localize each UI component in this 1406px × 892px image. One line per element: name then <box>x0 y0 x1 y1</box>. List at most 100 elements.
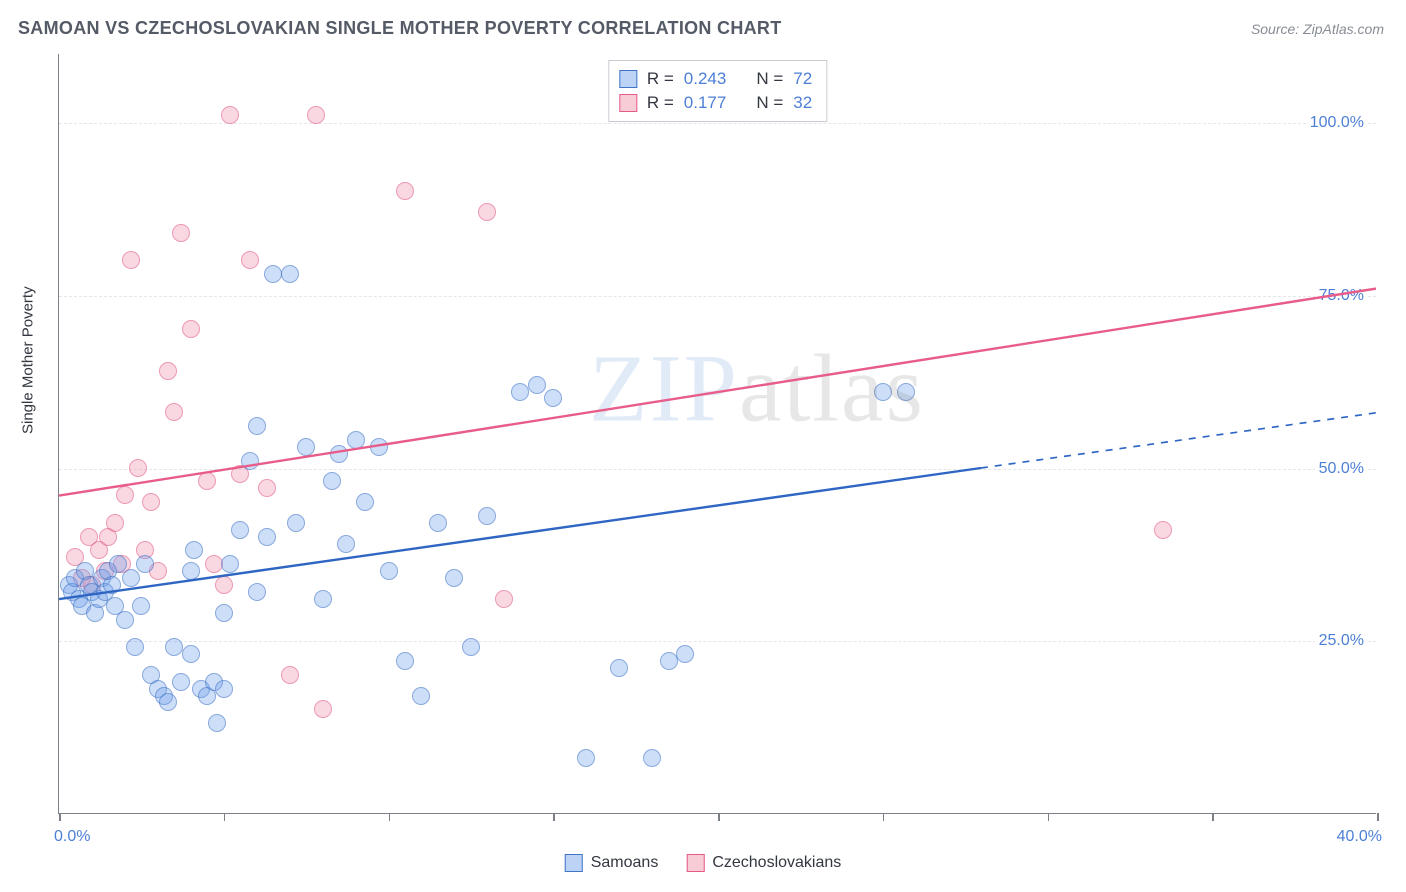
data-point <box>412 687 430 705</box>
data-point <box>676 645 694 663</box>
data-point <box>528 376 546 394</box>
x-tick <box>718 813 720 821</box>
watermark-zip: ZIP <box>589 334 739 441</box>
data-point <box>116 486 134 504</box>
legend-swatch <box>619 70 637 88</box>
data-point <box>248 583 266 601</box>
data-point <box>380 562 398 580</box>
data-point <box>205 555 223 573</box>
x-axis-label-min: 0.0% <box>54 828 90 846</box>
data-point <box>172 673 190 691</box>
data-point <box>122 569 140 587</box>
stat-n-value: 72 <box>793 67 812 91</box>
data-point <box>241 251 259 269</box>
data-point <box>116 611 134 629</box>
data-point <box>165 403 183 421</box>
data-point <box>643 749 661 767</box>
legend-item: Czechoslovakians <box>686 854 841 872</box>
stats-legend-box: R = 0.243 N = 72 R = 0.177 N = 32 <box>608 60 827 122</box>
data-point <box>241 452 259 470</box>
series-legend: Samoans Czechoslovakians <box>565 854 842 872</box>
data-point <box>462 638 480 656</box>
data-point <box>396 652 414 670</box>
x-tick <box>553 813 555 821</box>
data-point <box>1154 521 1172 539</box>
data-point <box>182 562 200 580</box>
data-point <box>429 514 447 532</box>
data-point <box>356 493 374 511</box>
data-point <box>258 479 276 497</box>
y-tick-label: 75.0% <box>1315 287 1368 305</box>
y-axis-title: Single Mother Poverty <box>20 286 37 434</box>
data-point <box>495 590 513 608</box>
data-point <box>208 714 226 732</box>
y-tick-label: 25.0% <box>1315 632 1368 650</box>
gridline <box>59 123 1376 124</box>
data-point <box>281 666 299 684</box>
y-tick-label: 50.0% <box>1315 460 1368 478</box>
stat-n-value: 32 <box>793 91 812 115</box>
data-point <box>182 320 200 338</box>
x-axis-label-max: 40.0% <box>1337 828 1382 846</box>
trend-line <box>59 468 981 599</box>
legend-label: Samoans <box>591 854 659 871</box>
data-point <box>370 438 388 456</box>
data-point <box>347 431 365 449</box>
stat-n-label: N = <box>756 67 783 91</box>
stat-r-label: R = <box>647 91 674 115</box>
data-point <box>281 265 299 283</box>
data-point <box>122 251 140 269</box>
data-point <box>314 700 332 718</box>
data-point <box>577 749 595 767</box>
gridline <box>59 641 1376 642</box>
data-point <box>258 528 276 546</box>
data-point <box>132 597 150 615</box>
gridline <box>59 296 1376 297</box>
x-tick <box>883 813 885 821</box>
data-point <box>314 590 332 608</box>
stat-r-value: 0.177 <box>684 91 727 115</box>
data-point <box>159 362 177 380</box>
data-point <box>231 521 249 539</box>
chart-title: SAMOAN VS CZECHOSLOVAKIAN SINGLE MOTHER … <box>18 18 782 39</box>
data-point <box>165 638 183 656</box>
legend-label: Czechoslovakians <box>712 854 841 871</box>
data-point <box>126 638 144 656</box>
data-point <box>330 445 348 463</box>
x-tick <box>224 813 226 821</box>
stat-r-value: 0.243 <box>684 67 727 91</box>
data-point <box>874 383 892 401</box>
data-point <box>142 493 160 511</box>
data-point <box>215 604 233 622</box>
source-prefix: Source: <box>1251 21 1303 37</box>
data-point <box>198 472 216 490</box>
legend-swatch <box>686 854 704 872</box>
data-point <box>221 106 239 124</box>
data-point <box>307 106 325 124</box>
x-tick <box>1377 813 1379 821</box>
data-point <box>172 224 190 242</box>
stat-r-label: R = <box>647 67 674 91</box>
data-point <box>136 555 154 573</box>
x-tick <box>59 813 61 821</box>
source-attribution: Source: ZipAtlas.com <box>1251 21 1384 37</box>
data-point <box>215 576 233 594</box>
x-tick <box>1212 813 1214 821</box>
data-point <box>264 265 282 283</box>
data-point <box>182 645 200 663</box>
data-point <box>159 693 177 711</box>
source-name: ZipAtlas.com <box>1303 21 1384 37</box>
plot-area: ZIPatlas R =0.243N =72R =0.177N =32 25.0… <box>58 54 1376 814</box>
stats-row: R = 0.243 N = 72 <box>619 67 812 91</box>
data-point <box>610 659 628 677</box>
data-point <box>221 555 239 573</box>
stat-n-label: N = <box>756 91 783 115</box>
data-point <box>248 417 266 435</box>
data-point <box>129 459 147 477</box>
data-point <box>103 576 121 594</box>
stats-row: R = 0.177 N = 32 <box>619 91 812 115</box>
data-point <box>544 389 562 407</box>
data-point <box>106 514 124 532</box>
data-point <box>478 203 496 221</box>
data-point <box>297 438 315 456</box>
